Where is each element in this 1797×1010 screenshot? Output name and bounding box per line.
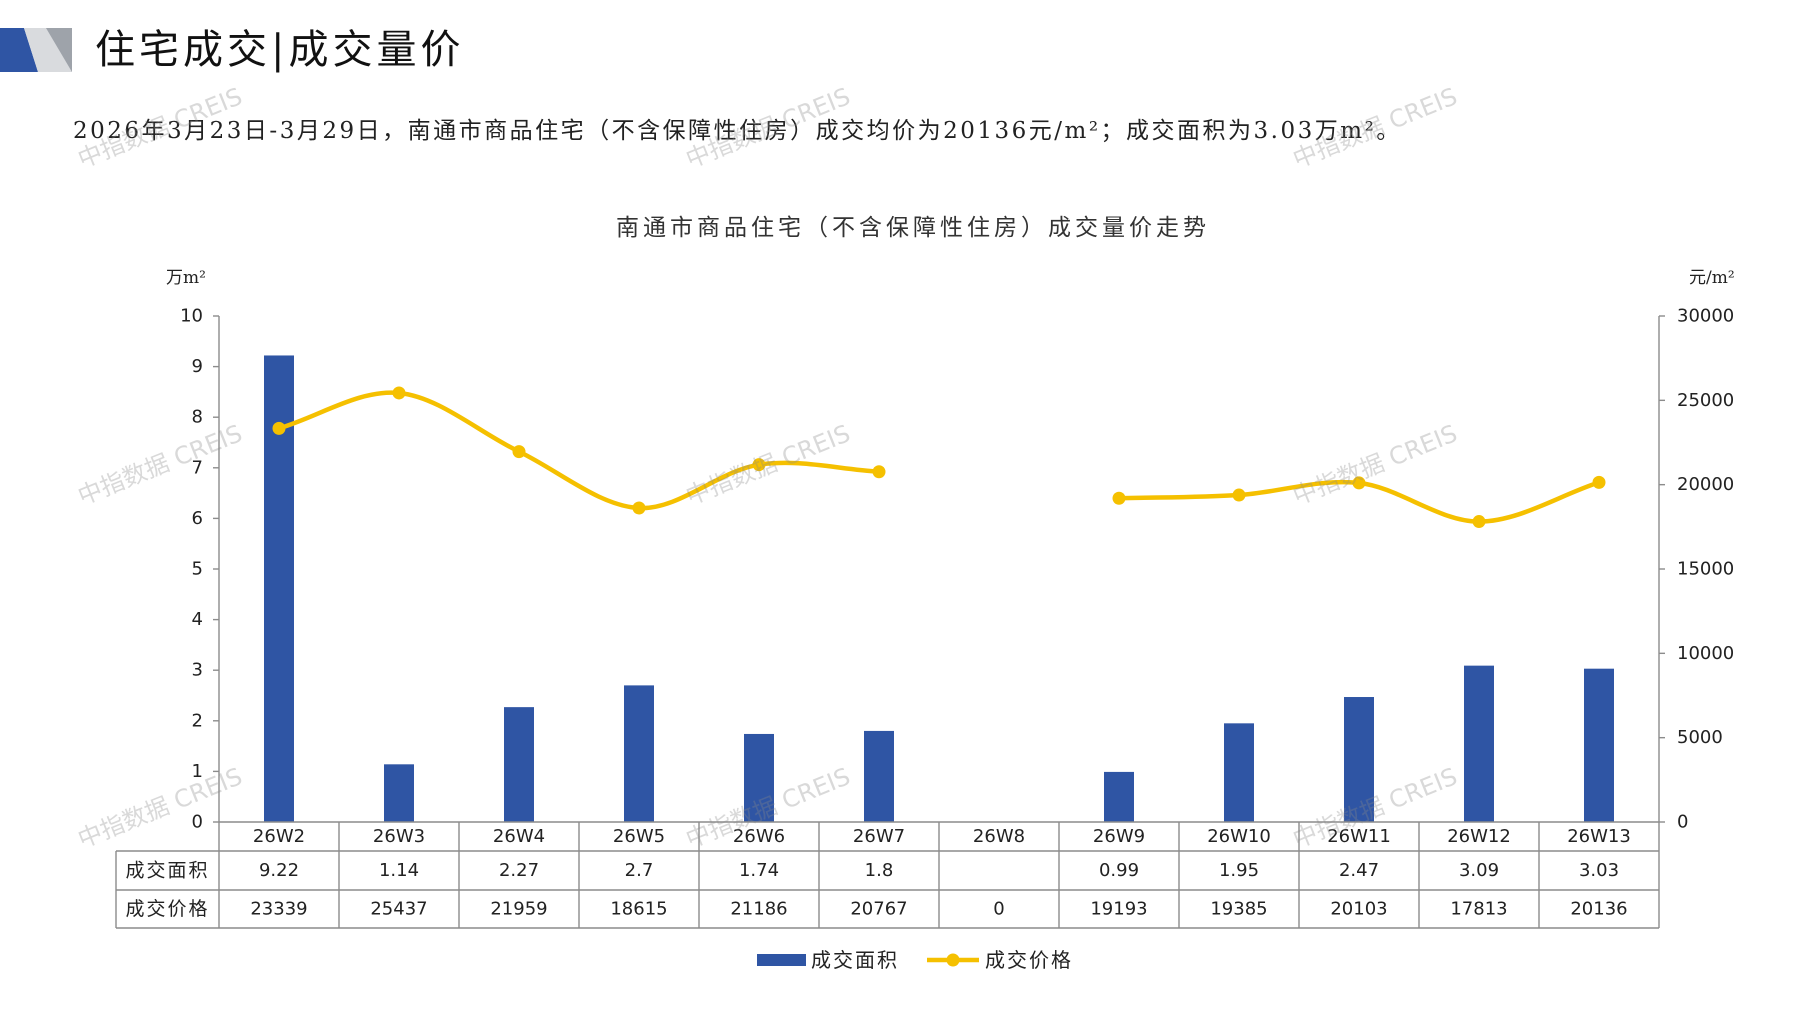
price-cell-26W6: 21186: [730, 899, 787, 920]
area-bars: [264, 355, 1614, 822]
area-cell-26W5: 2.7: [625, 860, 654, 881]
price-point-26W10: [1232, 488, 1246, 502]
legend-area-swatch: [757, 954, 806, 966]
price-point-26W7: [872, 465, 886, 479]
area-cell-26W11: 2.47: [1339, 860, 1379, 881]
bar-26W11: [1344, 697, 1374, 822]
right-tick-label: 20000: [1677, 474, 1734, 495]
category-label-26W3: 26W3: [373, 826, 425, 847]
legend-label-price: 成交价格: [985, 948, 1073, 972]
table-row-label-price: 成交价格: [125, 898, 209, 920]
area-cell-26W12: 3.09: [1459, 860, 1499, 881]
legend-price-marker: [946, 953, 960, 967]
left-tick-label: 5: [192, 559, 203, 580]
left-tick-label: 3: [192, 660, 203, 681]
price-cell-26W10: 19385: [1210, 899, 1267, 920]
left-tick-label: 2: [192, 710, 203, 731]
price-cell-26W7: 20767: [850, 899, 907, 920]
price-cell-26W12: 17813: [1450, 899, 1507, 920]
summary-text: 2026年3月23日-3月29日，南通市商品住宅（不含保障性住房）成交均价为20…: [73, 118, 1402, 144]
area-cell-26W2: 9.22: [259, 860, 299, 881]
category-label-26W13: 26W13: [1567, 826, 1631, 847]
price-cell-26W3: 25437: [370, 899, 427, 920]
bar-26W7: [864, 730, 894, 822]
area-cell-26W13: 3.03: [1579, 860, 1619, 881]
bar-26W12: [1464, 665, 1494, 822]
left-tick-label: 8: [192, 407, 203, 428]
category-label-26W11: 26W11: [1327, 826, 1391, 847]
price-point-26W2: [272, 421, 286, 435]
right-tick-label: 15000: [1677, 559, 1734, 580]
left-tick-label: 9: [192, 356, 203, 377]
area-cell-26W3: 1.14: [379, 860, 419, 881]
right-tick-label: 5000: [1677, 727, 1723, 748]
price-point-26W6: [752, 458, 766, 472]
left-tick-label: 4: [192, 609, 203, 630]
bar-26W5: [624, 685, 654, 822]
bar-26W9: [1104, 771, 1134, 822]
table-row-label-area: 成交面积: [125, 860, 209, 882]
area-cell-26W9: 0.99: [1099, 860, 1139, 881]
price-point-26W9: [1112, 491, 1126, 505]
brand-logo-icon: [0, 28, 72, 72]
bar-26W3: [384, 764, 414, 822]
price-point-26W5: [632, 501, 646, 515]
left-tick-label: 7: [192, 457, 203, 478]
area-cell-26W4: 2.27: [499, 860, 539, 881]
category-label-26W7: 26W7: [853, 826, 905, 847]
right-tick-label: 25000: [1677, 390, 1734, 411]
right-tick-label: 30000: [1677, 306, 1734, 327]
category-label-26W6: 26W6: [733, 826, 785, 847]
right-tick-label: 0: [1677, 812, 1688, 833]
left-tick-label: 10: [180, 306, 203, 327]
price-cell-26W8: 0: [993, 899, 1004, 920]
bar-26W4: [504, 707, 534, 822]
category-label-26W8: 26W8: [973, 826, 1025, 847]
category-label-26W12: 26W12: [1447, 826, 1511, 847]
axes: [213, 315, 1665, 928]
axis-tick-labels: 0 1 2 3 4 5 6 7 8 9 10 0 5000 10000 15000 20000 25000 300…: [180, 306, 1734, 833]
price-line-series: [272, 386, 1606, 529]
legend: 成交面积 成交价格: [757, 948, 1073, 972]
bar-26W6: [744, 733, 774, 822]
price-point-26W4: [512, 445, 526, 459]
price-cell-26W4: 21959: [490, 899, 547, 920]
category-label-26W2: 26W2: [253, 826, 305, 847]
price-point-26W3: [392, 386, 406, 400]
category-label-26W9: 26W9: [1093, 826, 1145, 847]
right-axis-unit: 元/m²: [1689, 268, 1735, 288]
right-tick-label: 10000: [1677, 643, 1734, 664]
area-cell-26W7: 1.8: [865, 860, 894, 881]
price-cell-26W9: 19193: [1090, 899, 1147, 920]
category-label-26W10: 26W10: [1207, 826, 1271, 847]
price-cell-26W11: 20103: [1330, 899, 1387, 920]
category-label-26W5: 26W5: [613, 826, 665, 847]
page-title: 住宅成交|成交量价: [95, 27, 465, 73]
area-cell-26W10: 1.95: [1219, 860, 1259, 881]
category-label-26W4: 26W4: [493, 826, 545, 847]
legend-label-area: 成交面积: [811, 948, 899, 972]
price-point-26W11: [1352, 476, 1366, 490]
bar-26W10: [1224, 723, 1254, 822]
price-point-26W12: [1472, 515, 1486, 529]
left-axis-unit: 万m²: [166, 268, 206, 288]
chart-title: 南通市商品住宅（不含保障性住房）成交量价走势: [616, 215, 1210, 241]
price-cell-26W5: 18615: [610, 899, 667, 920]
price-point-26W13: [1592, 475, 1606, 489]
left-tick-label: 0: [192, 812, 203, 833]
price-cell-26W13: 20136: [1570, 899, 1627, 920]
price-cell-26W2: 23339: [250, 899, 307, 920]
left-tick-label: 1: [192, 761, 203, 782]
bar-26W13: [1584, 668, 1614, 822]
price-line-segment-1: [276, 390, 882, 511]
left-tick-label: 6: [192, 508, 203, 529]
area-cell-26W6: 1.74: [739, 860, 779, 881]
